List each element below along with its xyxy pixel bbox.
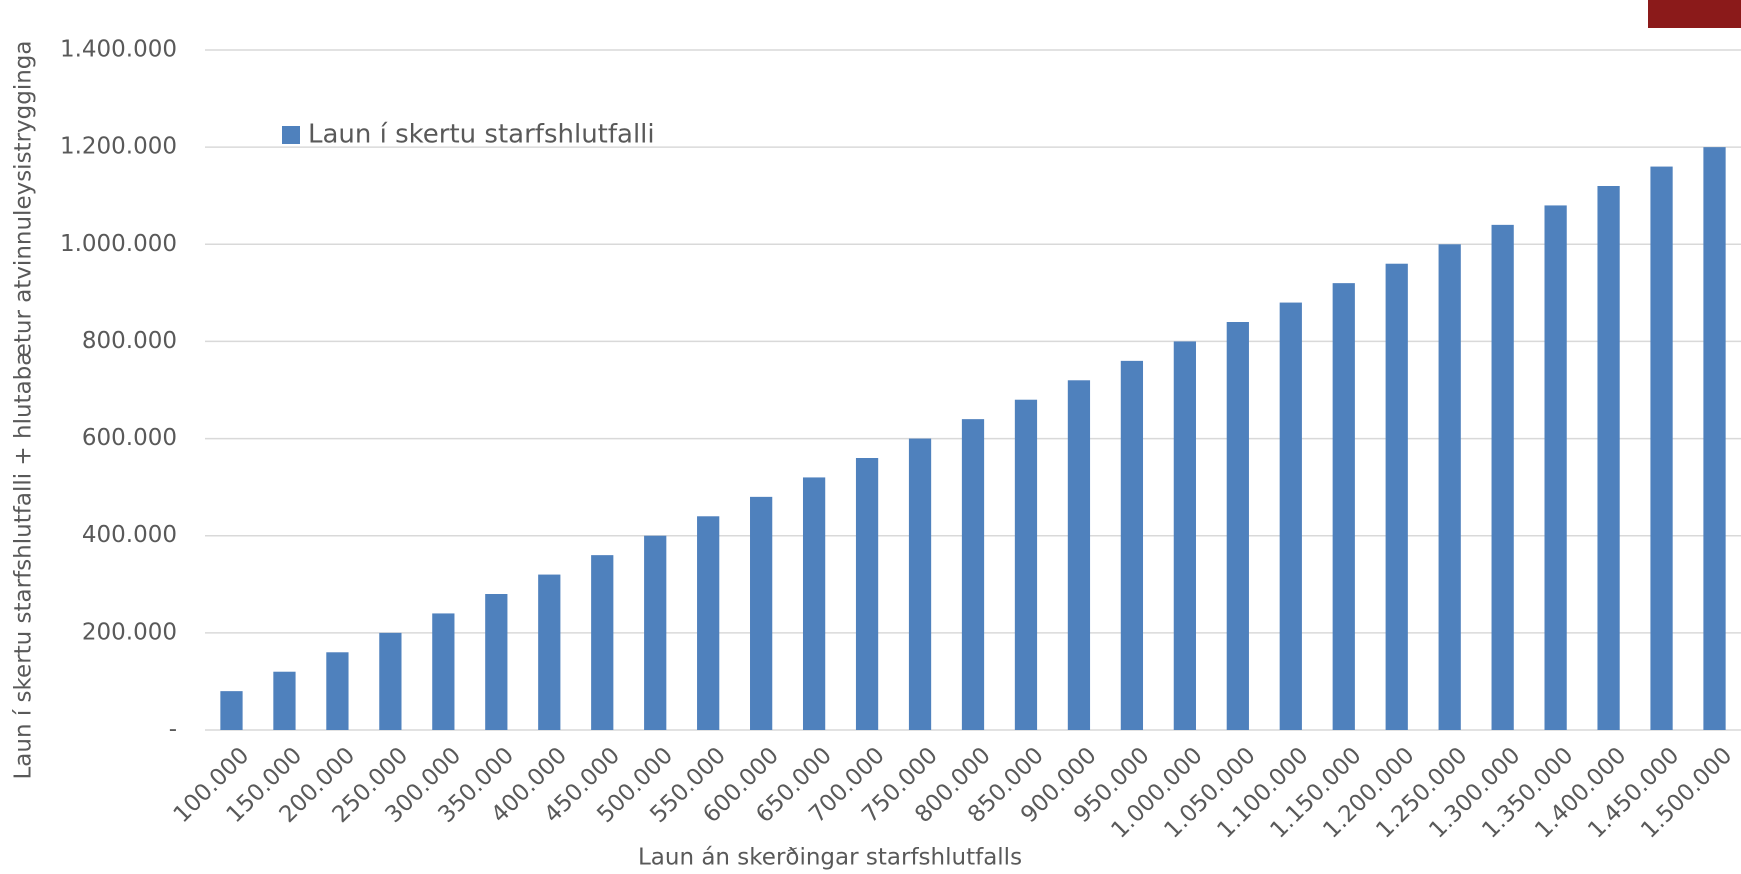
- legend-swatch: [282, 126, 300, 144]
- bar: [802, 477, 826, 730]
- y-axis-title: Laun í skertu starfshlutfalli + hlutabæt…: [11, 40, 37, 779]
- bar: [326, 652, 349, 730]
- bar: [1332, 283, 1355, 730]
- bar: [961, 419, 985, 730]
- y-tick-label: 1.200.000: [60, 134, 177, 160]
- x-axis-title: Laun án skerðingar starfshlutfalls: [638, 845, 1022, 871]
- bar: [644, 535, 667, 730]
- y-tick-label: 800.000: [82, 328, 177, 354]
- bar: [273, 671, 296, 730]
- bar: [1491, 224, 1514, 730]
- bar: [1173, 341, 1196, 730]
- bar: [1703, 147, 1726, 731]
- bar: [750, 496, 773, 730]
- bar: [1385, 263, 1408, 730]
- bar: [1438, 244, 1461, 731]
- y-tick-label: 400.000: [82, 522, 177, 548]
- y-tick-label: 1.400.000: [60, 37, 177, 63]
- bar: [591, 555, 614, 730]
- bar: [1014, 399, 1038, 730]
- bar: [538, 574, 561, 730]
- bar: [855, 458, 879, 730]
- bar: [1120, 360, 1144, 730]
- logo: [1648, 0, 1741, 28]
- y-tick-label: 600.000: [82, 425, 177, 451]
- bar: [697, 516, 720, 730]
- bar: [1067, 380, 1091, 730]
- bar: [432, 613, 455, 730]
- bar: [1650, 166, 1673, 731]
- legend-label: Laun í skertu starfshlutfalli: [308, 120, 655, 150]
- bar: [379, 632, 402, 730]
- bar: [220, 691, 243, 730]
- y-tick-label: 1.000.000: [60, 231, 177, 257]
- bar: [485, 594, 508, 730]
- bar: [1597, 186, 1620, 730]
- y-tick-label: -: [169, 717, 177, 743]
- bar: [1544, 205, 1567, 730]
- y-tick-label: 200.000: [82, 619, 177, 645]
- bar: [1226, 322, 1249, 730]
- bar: [1279, 302, 1302, 730]
- bar: [908, 438, 932, 730]
